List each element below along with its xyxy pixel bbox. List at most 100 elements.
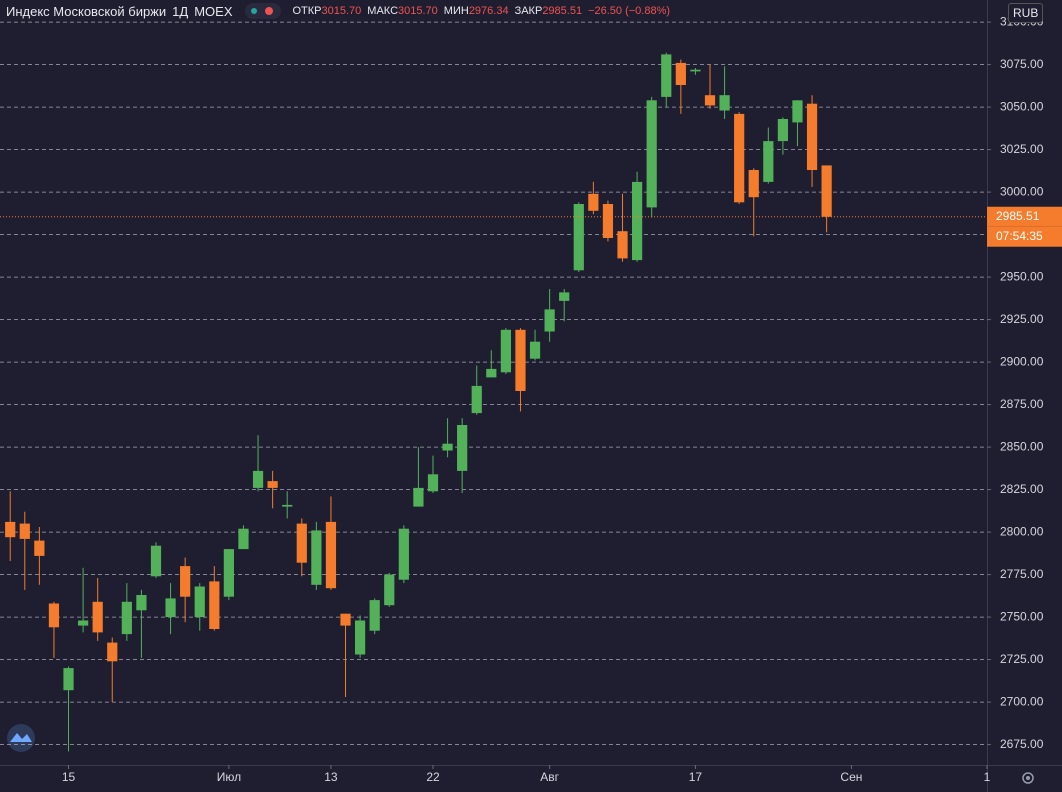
candle-body [223, 549, 234, 597]
candle-body [806, 103, 818, 170]
y-tick-label: 2775.00 [1000, 567, 1044, 581]
candle-body [354, 620, 366, 655]
last-price-box [987, 206, 1062, 227]
candle-body [48, 603, 60, 628]
candle-body [267, 481, 278, 488]
y-tick-label: 3050.00 [1000, 99, 1044, 113]
countdown-box [987, 226, 1062, 247]
high-value: 3015.70 [398, 5, 438, 17]
x-tick-label: 13 [324, 770, 338, 784]
candle-body [107, 642, 118, 662]
candle-body [704, 95, 716, 106]
y-tick-label: 2675.00 [1000, 737, 1044, 751]
candle-body [486, 368, 497, 378]
candle-body [209, 581, 220, 629]
candle-body [19, 523, 30, 539]
candle-body [646, 100, 657, 208]
candle-body [311, 530, 322, 585]
candle-body [559, 292, 570, 301]
y-tick-label: 2950.00 [1000, 269, 1044, 283]
x-tick-label: 17 [689, 770, 703, 784]
candle-body [121, 601, 132, 635]
status-icons[interactable] [244, 3, 281, 19]
candle-body [777, 119, 788, 142]
y-tick-label: 2800.00 [1000, 524, 1044, 538]
candle-body [529, 341, 541, 359]
candle-body [442, 443, 453, 451]
open-value: 3015.70 [321, 5, 362, 17]
candle-body [821, 165, 832, 217]
candle-body [5, 521, 16, 538]
candle-body [325, 521, 337, 589]
candle-body [92, 601, 103, 633]
logo-button[interactable] [7, 724, 35, 752]
x-tick-label: 15 [62, 770, 76, 784]
candle-body [602, 204, 614, 238]
candle-body [252, 470, 264, 488]
last-price-label: 2985.51 [996, 209, 1040, 223]
candle-body [369, 600, 380, 631]
candle-body [500, 329, 511, 373]
low-label: МИН [443, 5, 469, 17]
exchange: MOEX [194, 3, 233, 19]
candle-body [136, 595, 147, 611]
close-label: ЗАКР [514, 5, 543, 17]
candle-body [544, 309, 555, 332]
y-tick-label: 2725.00 [1000, 652, 1044, 666]
candle-body [180, 566, 191, 597]
candle-body [471, 385, 482, 414]
y-tick-label: 2750.00 [1000, 609, 1044, 623]
candle-body [573, 204, 584, 271]
candle-body [675, 62, 686, 85]
candle-body [340, 613, 351, 626]
candle-body [763, 141, 774, 182]
candle-body [748, 170, 759, 198]
candle-body [413, 487, 424, 507]
candle-body [734, 113, 745, 203]
candle-body [34, 540, 45, 556]
candle-body [384, 574, 395, 606]
y-tick-label: 2925.00 [1000, 312, 1044, 326]
candle-body [77, 620, 89, 626]
change: −26.50 (−0.88%) [588, 5, 671, 17]
candle-body [296, 523, 307, 563]
x-tick-label: 1 [984, 770, 991, 784]
y-tick-label: 2700.00 [1000, 694, 1044, 708]
high-label: МАКС [367, 5, 399, 17]
candle-body [617, 231, 628, 259]
x-tick-label: Авг [540, 770, 559, 784]
candle-body [661, 54, 672, 97]
open-label: ОТКР [292, 5, 322, 17]
y-tick-label: 3075.00 [1000, 57, 1044, 71]
close-value: 2985.51 [542, 5, 583, 17]
y-tick-label: 3000.00 [1000, 184, 1044, 198]
x-tick-label: Сен [840, 770, 862, 784]
candle-body [690, 69, 701, 72]
candle-body [588, 193, 599, 211]
y-tick-label: 2900.00 [1000, 354, 1044, 368]
candle-body [282, 504, 293, 507]
candle-body [719, 95, 730, 111]
candle-body [457, 425, 468, 471]
currency-button[interactable]: RUB [1008, 3, 1044, 23]
candle-body [427, 474, 439, 492]
candle-body [398, 528, 409, 580]
settings-icon[interactable] [1022, 772, 1034, 784]
candle-body [165, 598, 176, 618]
y-tick-label: 2825.00 [1000, 482, 1044, 496]
candle-body [515, 329, 526, 391]
candle-body [194, 586, 205, 618]
y-tick-label: 2875.00 [1000, 397, 1044, 411]
candle-body [632, 181, 643, 261]
interval[interactable]: 1Д [172, 3, 189, 19]
candle-body [63, 668, 74, 691]
legend-header: Индекс Московской биржи 1Д MOEX ОТКР 301… [6, 3, 670, 19]
y-tick-label: 3025.00 [1000, 142, 1044, 156]
symbol-title: Индекс Московской биржи [6, 3, 167, 19]
y-tick-label: 2850.00 [1000, 439, 1044, 453]
candle-body [150, 545, 162, 577]
candle-body [238, 528, 249, 550]
